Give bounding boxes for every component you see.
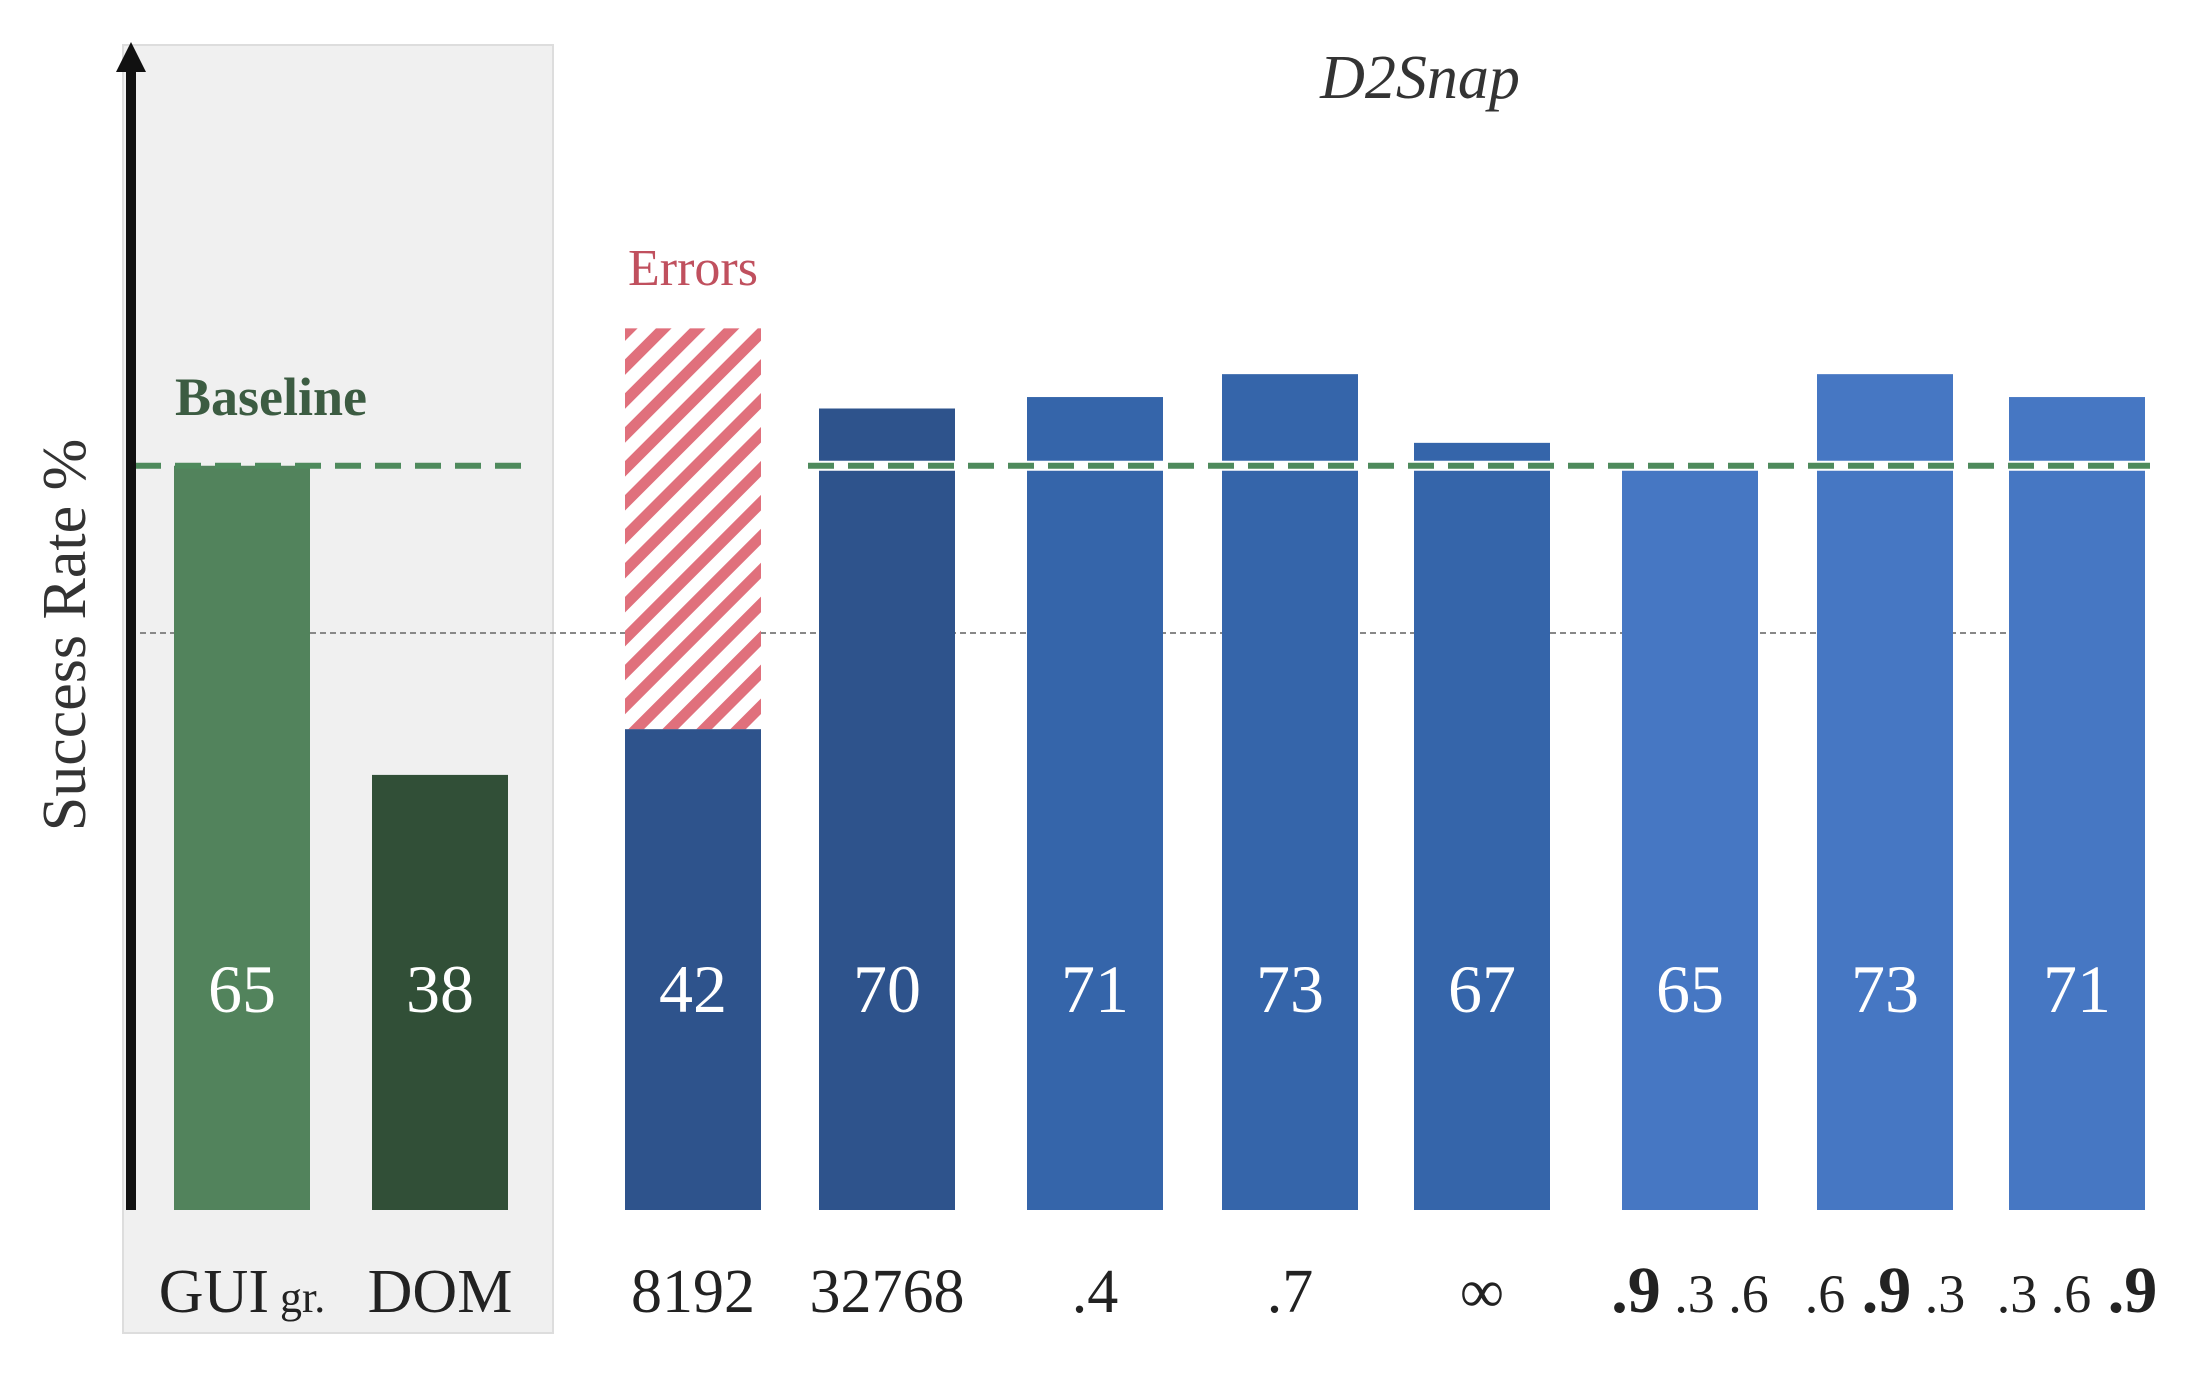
bar-5 xyxy=(1222,374,1358,1210)
x-tick-label-8: .6 .9 .3 xyxy=(1805,1254,1966,1327)
bar-1 xyxy=(372,774,508,1210)
x-tick-label-9: .3 .6 .9 xyxy=(1997,1254,2158,1327)
bar-9 xyxy=(2009,397,2145,1210)
chart-title: D2Snap xyxy=(1319,44,1520,112)
x-tick-label-0: GUI gr. xyxy=(159,1258,325,1326)
errors-segment xyxy=(625,328,761,730)
x-tick-labels: GUI gr. DOM 8192 32768 .4 .7 ∞ .9 .3 .6 .6 .9 .3… xyxy=(159,1254,2157,1327)
baseline-annotation: Baseline xyxy=(175,367,367,427)
y-axis-label: Success Rate % xyxy=(31,439,99,832)
x-tick-label-3: 32768 xyxy=(810,1258,965,1326)
bar-2 xyxy=(625,729,761,1210)
x-tick-label-1: DOM xyxy=(368,1258,513,1326)
value-label-0: 65 xyxy=(208,951,276,1027)
value-label-6: 67 xyxy=(1448,951,1516,1027)
bar-4 xyxy=(1027,397,1163,1210)
bar-3 xyxy=(819,408,955,1210)
errors-annotation: Errors xyxy=(628,240,758,297)
bar-6 xyxy=(1414,442,1550,1211)
bar-8 xyxy=(1817,374,1953,1210)
value-label-3: 70 xyxy=(853,951,921,1027)
x-tick-label-4: .4 xyxy=(1072,1258,1119,1326)
value-label-4: 71 xyxy=(1061,951,1129,1027)
value-label-1: 38 xyxy=(406,951,474,1027)
bar-7 xyxy=(1622,465,1758,1210)
value-label-5: 73 xyxy=(1256,951,1324,1027)
x-tick-label-5: .7 xyxy=(1267,1258,1314,1326)
bars-layer xyxy=(174,328,2145,1211)
value-label-2: 42 xyxy=(659,951,727,1027)
x-tick-label-6: ∞ xyxy=(1460,1258,1504,1326)
value-label-7: 65 xyxy=(1656,951,1724,1027)
value-label-8: 73 xyxy=(1851,951,1919,1027)
y-axis-arrowhead xyxy=(116,42,146,72)
value-labels: 65 38 42 70 71 73 67 65 73 71 xyxy=(208,951,2111,1027)
value-label-9: 71 xyxy=(2043,951,2111,1027)
bar-0 xyxy=(174,465,310,1210)
x-tick-label-7: .9 .3 .6 xyxy=(1611,1254,1769,1327)
x-tick-label-2: 8192 xyxy=(631,1258,755,1326)
